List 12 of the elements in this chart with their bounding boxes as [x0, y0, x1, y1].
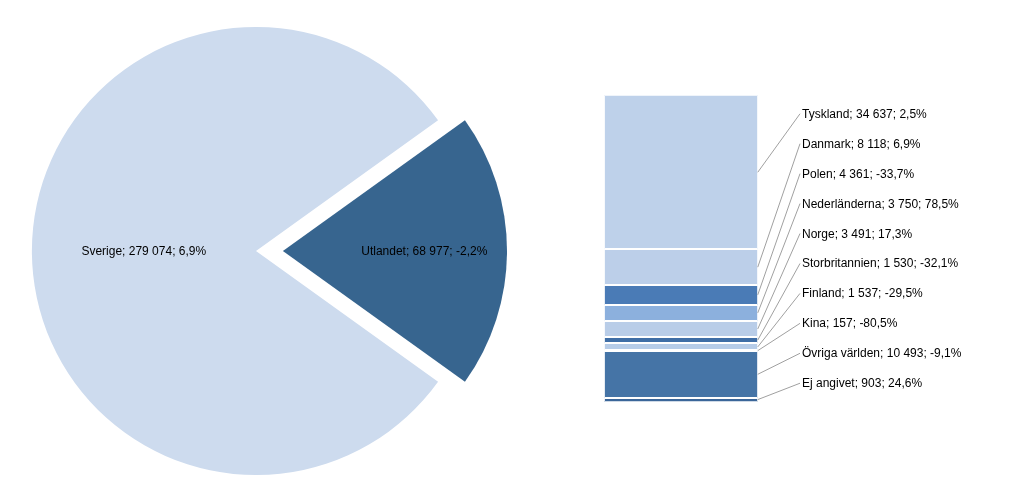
slice-label: Sverige; 279 074; 6,9% — [81, 244, 207, 258]
data-label: Polen; 4 361; -33,7% — [802, 167, 915, 181]
slice-label: Utlandet; 68 977; -2,2% — [361, 244, 488, 258]
data-label: Finland; 1 537; -29,5% — [802, 286, 924, 300]
data-label: Ej angivet; 903; 24,6% — [802, 376, 923, 390]
data-label: Kina; 157; -80,5% — [802, 316, 898, 330]
data-label: Danmark; 8 118; 6,9% — [802, 137, 921, 151]
data-label: Norge; 3 491; 17,3% — [802, 227, 913, 241]
data-label: Storbritannien; 1 530; -32,1% — [802, 256, 959, 270]
data-label: Nederländerna; 3 750; 78,5% — [802, 197, 960, 211]
data-label: Tyskland; 34 637; 2,5% — [802, 107, 928, 121]
data-label: Övriga världen; 10 493; -9,1% — [802, 346, 962, 360]
